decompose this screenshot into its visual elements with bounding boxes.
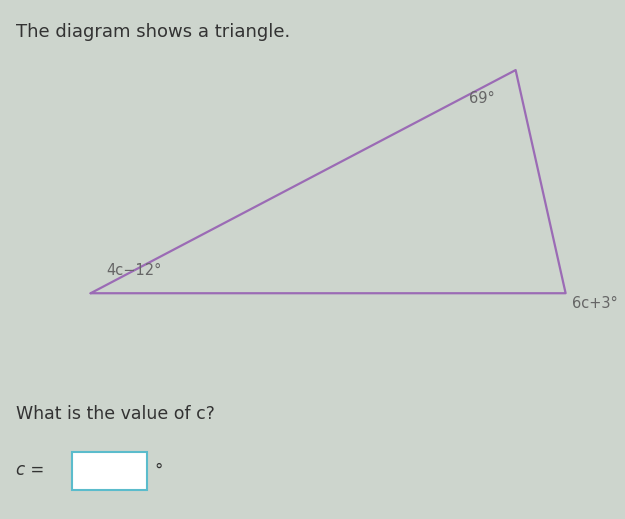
Text: What is the value of c?: What is the value of c?	[16, 405, 214, 423]
Text: c =: c =	[16, 461, 44, 479]
Text: The diagram shows a triangle.: The diagram shows a triangle.	[16, 23, 290, 42]
FancyBboxPatch shape	[72, 452, 147, 490]
Text: 6c+3°: 6c+3°	[572, 296, 618, 311]
Text: °: °	[154, 462, 162, 480]
Text: 69°: 69°	[469, 91, 494, 106]
Text: 4c−12°: 4c−12°	[106, 263, 162, 278]
